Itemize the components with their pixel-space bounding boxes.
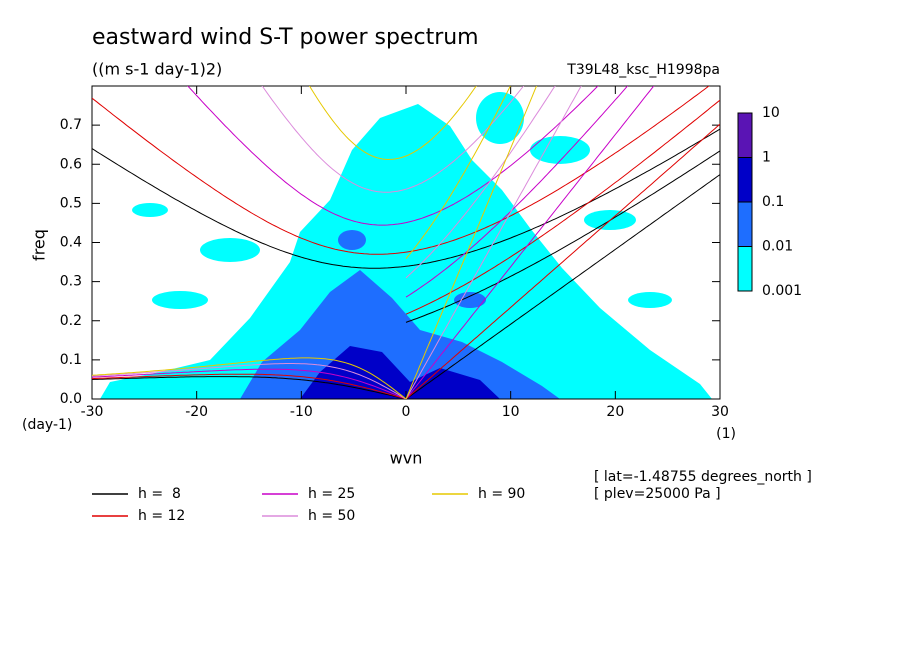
dispersion-curve xyxy=(92,357,407,399)
dispersion-curve xyxy=(92,363,407,399)
dispersion-curve xyxy=(261,86,525,193)
colorbar-swatch xyxy=(737,246,753,292)
y-tick-label: 0.1 xyxy=(60,352,82,368)
y-tick-label: 0.0 xyxy=(60,391,82,407)
annotation: [ plev=25000 Pa ] xyxy=(594,486,721,502)
dispersion-curve xyxy=(405,86,538,399)
dispersion-curve xyxy=(405,123,720,399)
colorbar-label: 0.001 xyxy=(762,283,802,299)
colorbar-swatch xyxy=(737,157,753,203)
dispersion-curve xyxy=(92,128,720,269)
dispersion-curve xyxy=(405,99,720,315)
colorbar-swatch xyxy=(737,112,753,158)
x-tick-label: 0 xyxy=(402,404,411,420)
legend-label: h = 90 xyxy=(478,486,525,502)
y-tick-label: 0.2 xyxy=(60,313,82,329)
dispersion-curve xyxy=(405,86,556,279)
x-tick-label: -30 xyxy=(81,404,104,420)
dispersion-curve xyxy=(405,150,720,323)
dispersion-curve xyxy=(405,86,582,399)
y-axis-label: freq xyxy=(30,229,49,261)
y-tick-label: 0.5 xyxy=(60,195,82,211)
legend-label: h = 12 xyxy=(138,508,185,524)
dispersion-curve xyxy=(92,376,407,399)
colorbar-label: 0.01 xyxy=(762,239,793,255)
y-tick-label: 0.7 xyxy=(60,117,82,133)
dispersion-curve xyxy=(405,86,629,298)
x-tick-label: 30 xyxy=(711,404,729,420)
dispersion-curve xyxy=(405,86,655,399)
colorbar-label: 0.1 xyxy=(762,194,784,210)
run-label: T39L48_ksc_H1998pa xyxy=(566,62,720,78)
chart-title: eastward wind S-T power spectrum xyxy=(92,25,479,50)
y-unit: (day-1) xyxy=(22,417,72,433)
x-axis-label: wvn xyxy=(390,449,423,468)
contour-fill xyxy=(100,92,712,399)
dispersion-curve xyxy=(308,86,477,161)
dispersion-curve xyxy=(187,86,599,226)
x-tick-label: -20 xyxy=(185,404,208,420)
x-unit: (1) xyxy=(716,426,736,442)
curves xyxy=(92,86,720,399)
colorbar-label: 10 xyxy=(762,105,780,121)
dispersion-curve xyxy=(92,373,407,399)
annotation: [ lat=-1.48755 degrees_north ] xyxy=(594,469,812,485)
y-tick-label: 0.6 xyxy=(60,156,82,172)
dispersion-curve xyxy=(92,368,407,399)
legend-label: h = 25 xyxy=(308,486,355,502)
dispersion-curve xyxy=(92,86,710,255)
x-tick-label: 10 xyxy=(502,404,520,420)
y-tick-label: 0.4 xyxy=(60,235,82,251)
legend-label: h = 8 xyxy=(138,486,181,502)
y-tick-label: 0.3 xyxy=(60,274,82,290)
colorbar-swatch xyxy=(737,201,753,247)
chart-subtitle: ((m s-1 day-1)2) xyxy=(92,60,222,79)
x-tick-label: -10 xyxy=(290,404,313,420)
colorbar-label: 1 xyxy=(762,150,771,166)
dispersion-curve xyxy=(405,174,720,399)
legend-label: h = 50 xyxy=(308,508,355,524)
dispersion-curve xyxy=(405,86,511,260)
x-tick-label: 20 xyxy=(606,404,624,420)
